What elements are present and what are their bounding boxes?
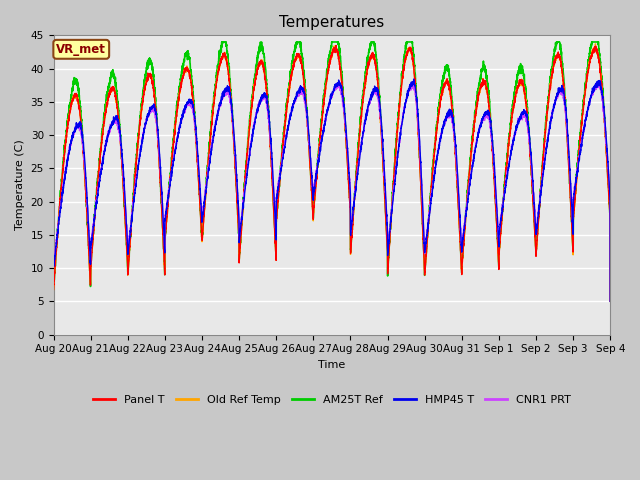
Title: Temperatures: Temperatures: [279, 15, 385, 30]
Legend: Panel T, Old Ref Temp, AM25T Ref, HMP45 T, CNR1 PRT: Panel T, Old Ref Temp, AM25T Ref, HMP45 …: [88, 391, 575, 410]
Text: VR_met: VR_met: [56, 43, 106, 56]
X-axis label: Time: Time: [318, 360, 346, 370]
Y-axis label: Temperature (C): Temperature (C): [15, 140, 25, 230]
